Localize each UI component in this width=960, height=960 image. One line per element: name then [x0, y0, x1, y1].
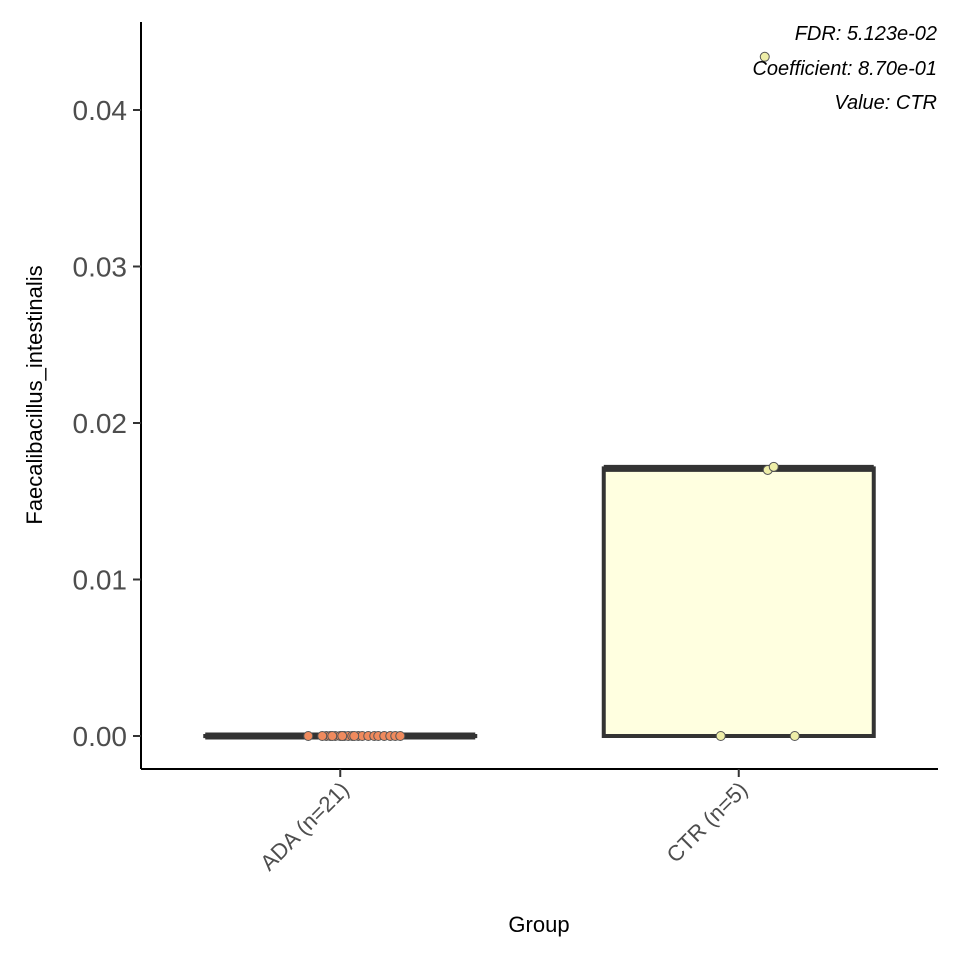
y-tick-label: 0.03	[73, 252, 128, 283]
y-ticks: 0.00 0.01 0.02 0.03 0.04	[73, 95, 141, 752]
x-tick-label: CTR (n=5)	[662, 777, 753, 868]
data-point	[395, 731, 406, 741]
data-point	[789, 731, 800, 741]
y-tick-label: 0.01	[73, 565, 128, 596]
data-point	[715, 731, 726, 741]
x-ticks: ADA (n=21) CTR (n=5)	[255, 769, 752, 875]
y-tick-label: 0.04	[73, 95, 128, 126]
y-tick-label: 0.00	[73, 721, 128, 752]
data-point	[768, 461, 779, 472]
data-point	[317, 731, 328, 741]
annotation-fdr: FDR: 5.123e-02	[795, 23, 937, 45]
y-axis-title: Faecalibacillus_intestinalis	[22, 265, 47, 524]
boxes-layer	[203, 464, 876, 740]
data-point	[759, 51, 770, 62]
annotation-value: Value: CTR	[834, 92, 937, 114]
points-layer	[303, 51, 800, 741]
data-point	[337, 731, 348, 741]
x-axis-title: Group	[508, 912, 569, 937]
data-point	[303, 731, 314, 741]
data-point	[327, 731, 338, 741]
data-point	[349, 731, 360, 741]
box-ctr	[601, 466, 876, 738]
annotation-coefficient: Coefficient: 8.70e-01	[752, 58, 937, 80]
x-tick-label: ADA (n=21)	[255, 777, 354, 876]
y-tick-label: 0.02	[73, 408, 128, 439]
